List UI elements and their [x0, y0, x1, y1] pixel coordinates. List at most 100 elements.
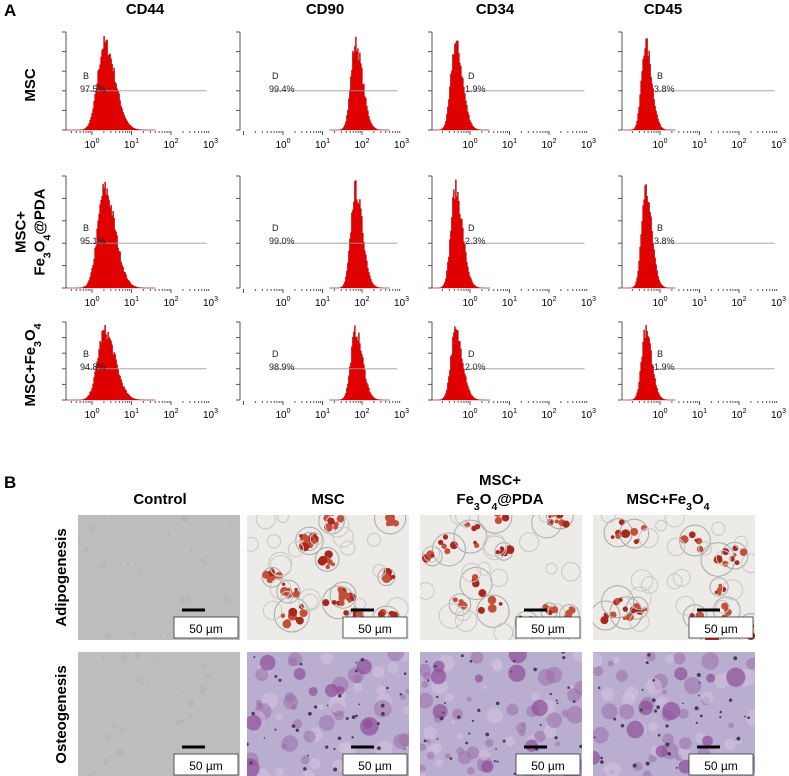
speck — [696, 673, 701, 678]
nodule — [674, 667, 688, 681]
speck — [645, 761, 650, 766]
texture — [662, 733, 674, 745]
speck — [485, 732, 490, 737]
nodule — [638, 700, 653, 716]
texture — [300, 755, 310, 765]
histogram-shape — [65, 324, 156, 401]
speck — [597, 686, 601, 690]
lipid-droplet — [318, 555, 328, 565]
speck — [645, 661, 649, 665]
speck — [457, 715, 461, 719]
texture — [678, 708, 689, 719]
lipid-droplet — [471, 525, 477, 532]
x-tick-label: 100 — [84, 408, 99, 421]
lipid-droplet — [478, 589, 487, 598]
histogram: B97.5%100 101 102 103 — [62, 31, 218, 151]
tick-exponent: 2 — [366, 408, 370, 415]
nodule — [706, 673, 716, 683]
gate-percent: 3.8% — [654, 84, 675, 94]
speck — [358, 703, 361, 706]
speck — [641, 688, 644, 691]
x-tick-label: 103 — [771, 138, 786, 151]
texture — [420, 743, 427, 751]
texture — [298, 588, 321, 612]
lipid-droplet — [477, 606, 485, 614]
texture — [266, 534, 282, 549]
texture — [714, 673, 730, 689]
texture — [454, 609, 478, 632]
speck — [533, 667, 538, 672]
speck — [555, 699, 558, 702]
column-header-line: MSC — [311, 491, 345, 508]
texture — [593, 666, 604, 677]
texture — [423, 726, 437, 740]
gate-name: B — [657, 223, 663, 233]
texture — [178, 596, 186, 604]
lipid-droplet — [294, 587, 298, 592]
speck — [403, 748, 406, 751]
tick-base: 10 — [84, 298, 96, 309]
texture — [320, 652, 333, 665]
tick-base: 10 — [275, 298, 287, 309]
texture — [151, 659, 154, 662]
tick-base: 10 — [124, 298, 136, 309]
scale-bar-label: 50 µm — [531, 759, 565, 773]
cell-outline — [276, 579, 301, 604]
speck — [345, 716, 349, 721]
gate-percent: 2.0% — [465, 362, 486, 372]
speck — [247, 742, 249, 746]
speck — [736, 736, 741, 741]
texture — [543, 725, 557, 738]
lipid-droplet — [556, 515, 564, 519]
texture — [662, 689, 668, 695]
tick-base: 10 — [394, 298, 406, 309]
x-tick-label: 101 — [502, 408, 517, 421]
column-header: CD44 — [126, 1, 165, 18]
texture — [421, 680, 429, 688]
nodule — [655, 745, 668, 758]
speck — [249, 761, 253, 765]
histogram: D99.4%100 101 102 103 — [236, 31, 409, 151]
lipid-droplet — [499, 546, 505, 551]
texture — [638, 527, 659, 549]
texture — [267, 551, 293, 577]
texture — [118, 726, 124, 732]
tick-base: 10 — [652, 298, 664, 309]
nodule — [335, 686, 345, 695]
x-tick-label: 102 — [354, 296, 369, 309]
x-tick-label: 100 — [275, 138, 290, 151]
tick-exponent: 0 — [474, 408, 478, 415]
tick-exponent: 2 — [366, 138, 370, 145]
lipid-droplet — [542, 515, 544, 516]
lipid-droplet — [444, 548, 451, 555]
cell-outline — [431, 532, 466, 567]
lipid-droplet — [495, 550, 500, 555]
speck — [449, 757, 453, 760]
texture — [333, 710, 345, 721]
text-segment: O — [32, 240, 49, 252]
histogram: D2.3%100 101 102 103 — [428, 175, 596, 309]
lipid-droplet — [262, 570, 271, 579]
histogram: D99.0%100 101 102 103 — [236, 175, 409, 309]
text-segment: 4 — [704, 501, 710, 513]
nodule — [726, 667, 746, 687]
texture — [324, 515, 350, 538]
x-tick-label: 101 — [502, 138, 517, 151]
texture — [87, 773, 94, 776]
nodule — [508, 652, 527, 664]
texture — [628, 586, 652, 610]
texture — [160, 592, 163, 596]
x-tick-label: 101 — [502, 296, 517, 309]
cell-outline — [609, 596, 643, 630]
tick-exponent: 1 — [513, 138, 517, 145]
texture — [615, 669, 628, 682]
speck — [667, 751, 672, 756]
speck — [436, 737, 439, 740]
speck — [291, 724, 296, 728]
scale-bar-box — [173, 616, 239, 639]
lipid-droplet — [494, 516, 503, 525]
scale-bar-label: 50 µm — [358, 759, 392, 773]
histogram-shape — [429, 40, 490, 131]
tick-exponent: 0 — [96, 296, 100, 303]
cell-outline — [318, 515, 345, 535]
